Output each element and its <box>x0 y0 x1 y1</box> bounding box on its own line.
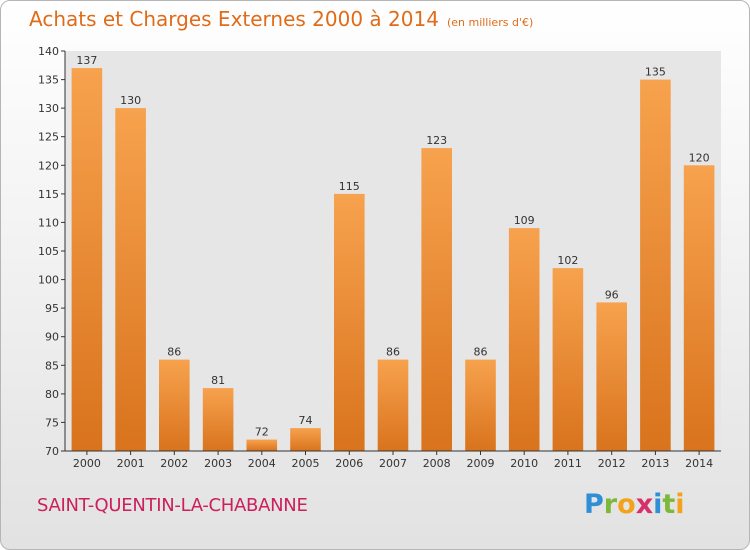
x-tick-label-2005: 2005 <box>292 457 320 470</box>
logo-letter: t <box>662 489 676 520</box>
axes <box>64 51 721 452</box>
bars-group: 137 130 86 81 72 74 115 86 123 86 109 102 96 135 120 <box>71 54 715 452</box>
logo-letter: x <box>635 489 654 520</box>
y-tick-label-90: 90 <box>45 331 59 344</box>
data-label-2007: 86 <box>386 346 400 359</box>
proxiti-logo[interactable]: Proxiti <box>584 489 685 520</box>
x-tick-label-2011: 2011 <box>554 457 582 470</box>
x-tick-label-2003: 2003 <box>204 457 232 470</box>
data-label-2011: 102 <box>557 254 578 267</box>
x-tick-label-2010: 2010 <box>510 457 538 470</box>
x-tick-label-2013: 2013 <box>641 457 669 470</box>
y-tick-label-95: 95 <box>45 302 59 315</box>
data-label-2002: 86 <box>167 346 181 359</box>
bar-2011 <box>552 268 584 451</box>
bar-2003 <box>202 388 234 451</box>
data-label-2013: 135 <box>645 66 666 79</box>
x-tick-label-2001: 2001 <box>117 457 145 470</box>
bar-2007 <box>377 359 409 451</box>
logo-letter: r <box>603 489 618 520</box>
x-tick-label-2012: 2012 <box>598 457 626 470</box>
y-tick-label-130: 130 <box>38 102 59 115</box>
logo-letter: P <box>584 489 604 520</box>
y-tick-label-85: 85 <box>45 359 59 372</box>
y-tick-label-135: 135 <box>38 74 59 87</box>
data-label-2010: 109 <box>514 214 535 227</box>
x-tick-label-2008: 2008 <box>423 457 451 470</box>
chart-title-text: Achats et Charges Externes 2000 à 2014 <box>29 7 439 31</box>
chart-subtitle: (en milliers d'€) <box>446 16 534 29</box>
y-tick-label-75: 75 <box>45 416 59 429</box>
logo-letter: i <box>653 489 663 520</box>
data-label-2008: 123 <box>426 134 447 147</box>
bar-2005 <box>290 428 321 451</box>
data-label-2003: 81 <box>211 374 225 387</box>
y-axis-labels: 70 75 80 85 90 95 100 105 110 115 120 125 130 135 140 <box>38 45 65 458</box>
data-label-2014: 120 <box>689 151 710 164</box>
x-axis-labels: 2000 2001 2002 2003 2004 2005 2006 2007 2008 2009… <box>73 451 713 470</box>
data-label-2000: 137 <box>76 54 97 67</box>
y-tick-label-70: 70 <box>45 445 59 458</box>
x-tick-label-2000: 2000 <box>73 457 101 470</box>
y-tick-label-140: 140 <box>38 45 59 58</box>
bar-2013 <box>640 79 671 451</box>
data-label-2001: 130 <box>120 94 141 107</box>
bar-2014 <box>683 165 715 452</box>
data-label-2009: 86 <box>474 346 488 359</box>
x-tick-label-2007: 2007 <box>379 457 407 470</box>
x-tick-label-2014: 2014 <box>685 457 713 470</box>
bar-2006 <box>334 193 365 451</box>
x-tick-label-2009: 2009 <box>467 457 495 470</box>
x-tick-label-2002: 2002 <box>160 457 188 470</box>
commune-name: SAINT-QUENTIN-LA-CHABANNE <box>37 495 308 516</box>
y-tick-label-80: 80 <box>45 388 59 401</box>
bar-2001 <box>115 108 146 451</box>
bar-2002 <box>159 359 190 451</box>
data-label-2005: 74 <box>299 414 313 427</box>
y-tick-label-100: 100 <box>38 274 59 287</box>
y-tick-label-115: 115 <box>38 188 59 201</box>
y-tick-label-105: 105 <box>38 245 59 258</box>
y-tick-label-110: 110 <box>38 216 59 229</box>
data-label-2004: 72 <box>255 426 269 439</box>
bar-2009 <box>465 359 496 451</box>
logo-letter: o <box>617 489 636 520</box>
bar-2000 <box>71 68 103 451</box>
bar-2004 <box>246 439 278 451</box>
x-tick-label-2006: 2006 <box>335 457 363 470</box>
bar-2010 <box>508 228 540 451</box>
y-tick-label-120: 120 <box>38 159 59 172</box>
bar-2008 <box>421 148 452 451</box>
logo-letter: i <box>675 489 685 520</box>
data-label-2012: 96 <box>605 288 619 301</box>
x-tick-label-2004: 2004 <box>248 457 276 470</box>
data-label-2006: 115 <box>339 180 360 193</box>
bar-2012 <box>596 302 627 451</box>
chart-title: Achats et Charges Externes 2000 à 2014 (e… <box>29 7 533 31</box>
y-tick-label-125: 125 <box>38 131 59 144</box>
